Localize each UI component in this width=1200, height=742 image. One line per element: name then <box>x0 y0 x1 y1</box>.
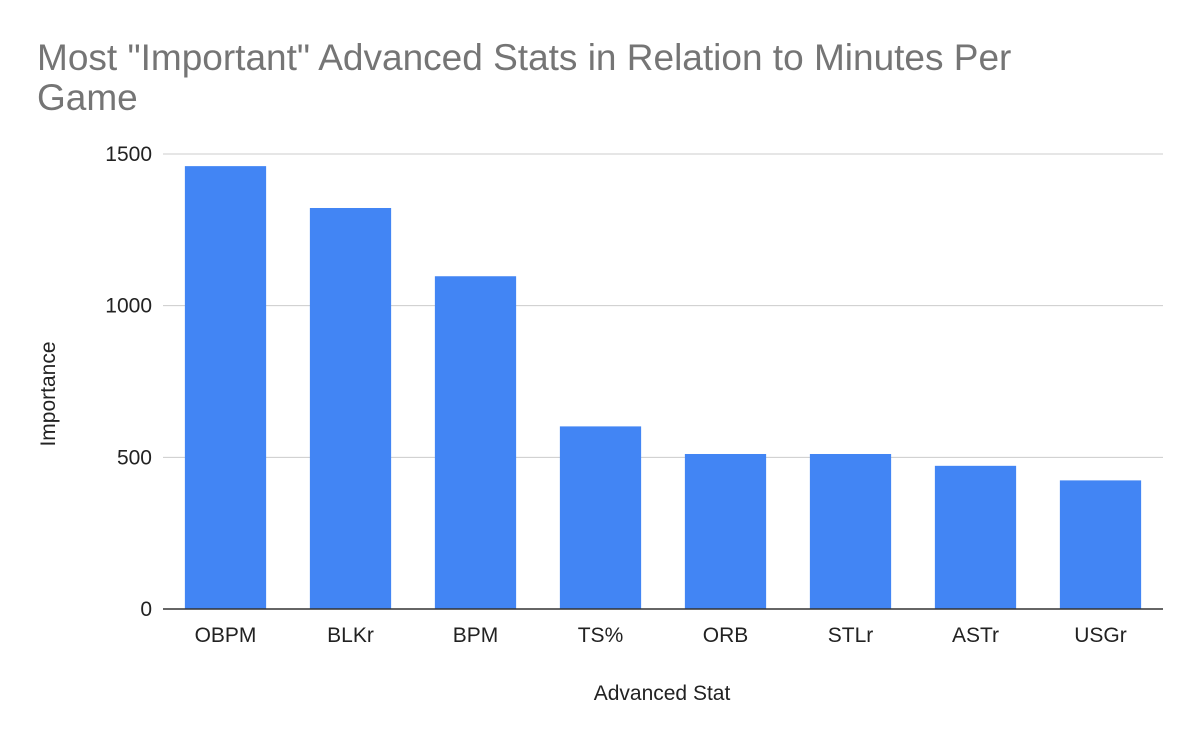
bars <box>184 166 1142 609</box>
x-tick-label: STLr <box>828 624 874 647</box>
chart-title-line-2: Game <box>37 77 138 118</box>
y-tick-label: 1000 <box>105 295 152 318</box>
x-tick-label: TS% <box>578 624 624 647</box>
x-tick-label: ORB <box>703 624 749 647</box>
x-tick-label: ASTr <box>952 624 999 647</box>
y-axis-ticks: 0 500 1000 1500 <box>105 143 152 621</box>
y-tick-label: 1500 <box>105 143 152 166</box>
y-tick-label: 0 <box>140 598 152 621</box>
bar-stlr <box>809 453 892 609</box>
y-tick-label: 500 <box>117 446 152 469</box>
x-axis-label: Advanced Stat <box>594 682 731 705</box>
chart-title-line-1: Most "Important" Advanced Stats in Relat… <box>37 37 1011 78</box>
bar-bpm <box>434 276 517 609</box>
x-axis-ticks: OBPM BLKr BPM TS% ORB STLr ASTr USGr <box>195 624 1127 647</box>
x-tick-label: BLKr <box>327 624 374 647</box>
bar-ts- <box>559 426 642 609</box>
bar-blkr <box>309 207 392 609</box>
x-tick-label: OBPM <box>195 624 257 647</box>
bar-astr <box>934 465 1017 609</box>
y-axis-label: Importance <box>37 341 60 446</box>
bar-usgr <box>1059 480 1142 609</box>
x-tick-label: BPM <box>453 624 499 647</box>
bar-obpm <box>184 166 267 609</box>
x-tick-label: USGr <box>1074 624 1127 647</box>
bar-orb <box>684 453 767 609</box>
